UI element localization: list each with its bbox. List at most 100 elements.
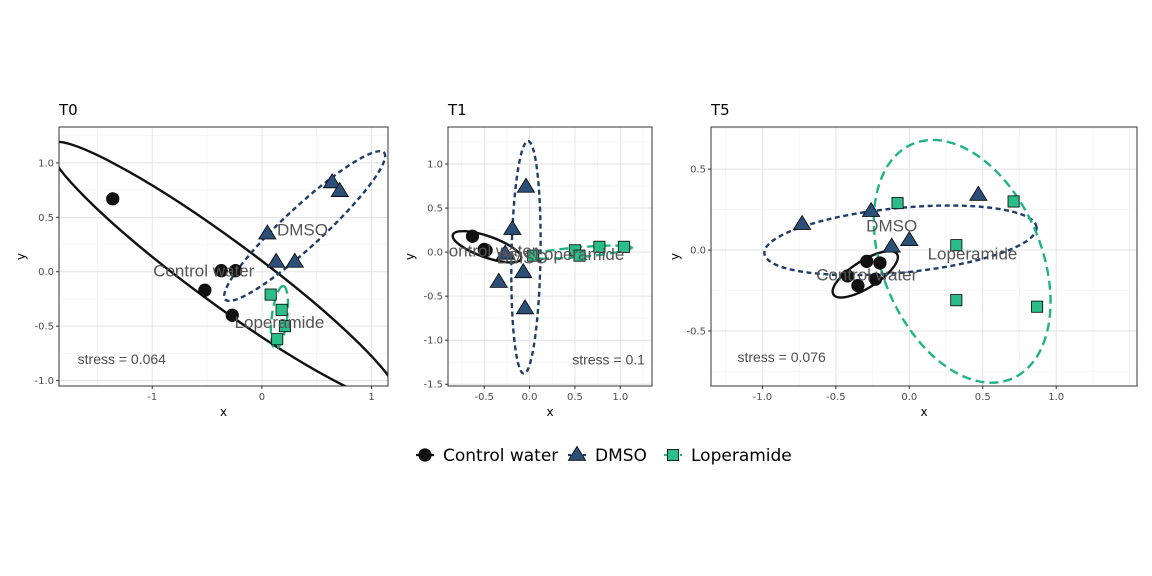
x-tick-label: 0.0 [522, 392, 538, 403]
point-control-water [214, 264, 228, 278]
y-tick-label: 0.5 [690, 165, 706, 176]
y-axis-label: y [668, 253, 682, 260]
point-dmso [495, 244, 515, 260]
group-label-dmso: DMSO [277, 220, 328, 239]
y-tick-label: -1.0 [423, 336, 443, 347]
y-tick-label: 1.0 [38, 158, 54, 169]
legend-item-loperamide: Loperamide [664, 446, 792, 466]
point-dmso [792, 214, 812, 230]
point-loperamide [278, 320, 291, 333]
plot-area: Control water DMSO Loperamide stress = 0.06… [59, 140, 388, 386]
point-control-water [868, 272, 883, 286]
point-loperamide [593, 240, 606, 253]
legend-key-square-icon [667, 448, 680, 461]
stress-label: stress = 0.064 [78, 351, 167, 367]
stress-label: stress = 0.1 [572, 352, 645, 368]
point-dmso [489, 272, 509, 288]
point-loperamide [271, 333, 284, 346]
y-axis-label: y [14, 253, 28, 260]
point-loperamide [950, 294, 963, 307]
point-control-water [106, 192, 120, 206]
legend-key-circle-icon [418, 448, 432, 462]
point-dmso [330, 181, 350, 197]
y-tick-label: -0.5 [423, 292, 443, 303]
legend: Control water DMSO Loperamide [416, 445, 792, 466]
point-loperamide [950, 239, 963, 252]
point-control-water [851, 279, 865, 293]
point-loperamide [264, 288, 277, 301]
y-tick-label: -0.5 [34, 322, 54, 333]
y-tick-label: 0.0 [690, 246, 706, 257]
point-dmso [503, 219, 522, 235]
x-tick-label: 0 [259, 392, 265, 403]
y-tick-label: 0.0 [427, 248, 443, 259]
panel-t5: Control water DMSO Loperamide stress = 0.07… [668, 101, 1138, 419]
legend-item-control-water: Control water [416, 446, 558, 466]
legend-key-triangle-icon [567, 445, 587, 461]
point-dmso [516, 177, 536, 193]
point-loperamide [1031, 300, 1044, 313]
x-tick-label: 0.5 [975, 392, 991, 403]
point-control-water [479, 243, 493, 257]
point-dmso [322, 173, 342, 189]
group-label-loperamide: Loperamide [535, 245, 625, 264]
y-tick-label: 0.5 [38, 213, 54, 224]
panel-title: T5 [710, 101, 730, 119]
plot-background [59, 127, 388, 386]
ellipse-control-water [831, 249, 900, 299]
point-control-water [873, 256, 887, 270]
point-dmso [266, 252, 286, 268]
x-tick-label: 1.0 [612, 392, 628, 403]
ellipse-dmso [222, 149, 387, 303]
x-tick-label: 1.0 [1048, 392, 1064, 403]
stress-label: stress = 0.076 [737, 349, 826, 365]
point-loperamide [573, 249, 586, 262]
point-dmso [861, 201, 881, 217]
point-loperamide [527, 249, 540, 262]
panel-border [58, 126, 389, 387]
x-axis-label: x [920, 405, 927, 419]
point-control-water [860, 254, 874, 268]
point-control-water [465, 229, 480, 243]
y-tick-label: -1.0 [34, 376, 54, 387]
group-label-control-water: Control water [816, 265, 917, 284]
x-tick-label: -1.0 [753, 392, 773, 403]
x-tick-label: 1 [368, 392, 374, 403]
point-control-water [228, 264, 243, 278]
point-dmso [258, 224, 277, 240]
legend-label: Control water [443, 446, 558, 466]
panel-title: T1 [447, 101, 467, 119]
point-dmso [882, 237, 901, 253]
point-dmso [515, 299, 535, 315]
gridlines [448, 127, 652, 386]
ellipse-loperamide [269, 284, 290, 350]
y-tick-label: -1.5 [423, 380, 443, 391]
point-dmso [969, 185, 988, 201]
panel-title: T0 [58, 101, 78, 119]
y-tick-label: 1.0 [427, 160, 443, 171]
y-tick-label: 0.0 [38, 267, 54, 278]
point-control-water [225, 308, 239, 322]
group-label-dmso: DMSO [497, 248, 548, 267]
panel-border [710, 126, 1138, 387]
group-label-loperamide: Loperamide [235, 313, 325, 332]
y-tick-label: 0.5 [427, 204, 443, 215]
group-label-control-water: Control water [436, 241, 537, 260]
x-tick-label: -1 [147, 392, 157, 403]
point-loperamide [275, 303, 288, 316]
ellipse-loperamide [872, 138, 1052, 384]
panel-border [447, 126, 653, 387]
x-tick-label: 0.0 [901, 392, 917, 403]
x-tick-label: -0.5 [826, 392, 846, 403]
group-label-dmso: DMSO [866, 217, 917, 236]
legend-label: Loperamide [691, 446, 792, 466]
gridlines [59, 127, 388, 386]
x-tick-label: -0.5 [475, 392, 495, 403]
y-tick-label: -0.5 [686, 326, 706, 337]
x-axis-label: x [546, 405, 553, 419]
point-dmso [513, 262, 533, 279]
panel-t0: Control water DMSO Loperamide stress = 0.06… [14, 101, 389, 419]
plot-background [711, 127, 1137, 386]
